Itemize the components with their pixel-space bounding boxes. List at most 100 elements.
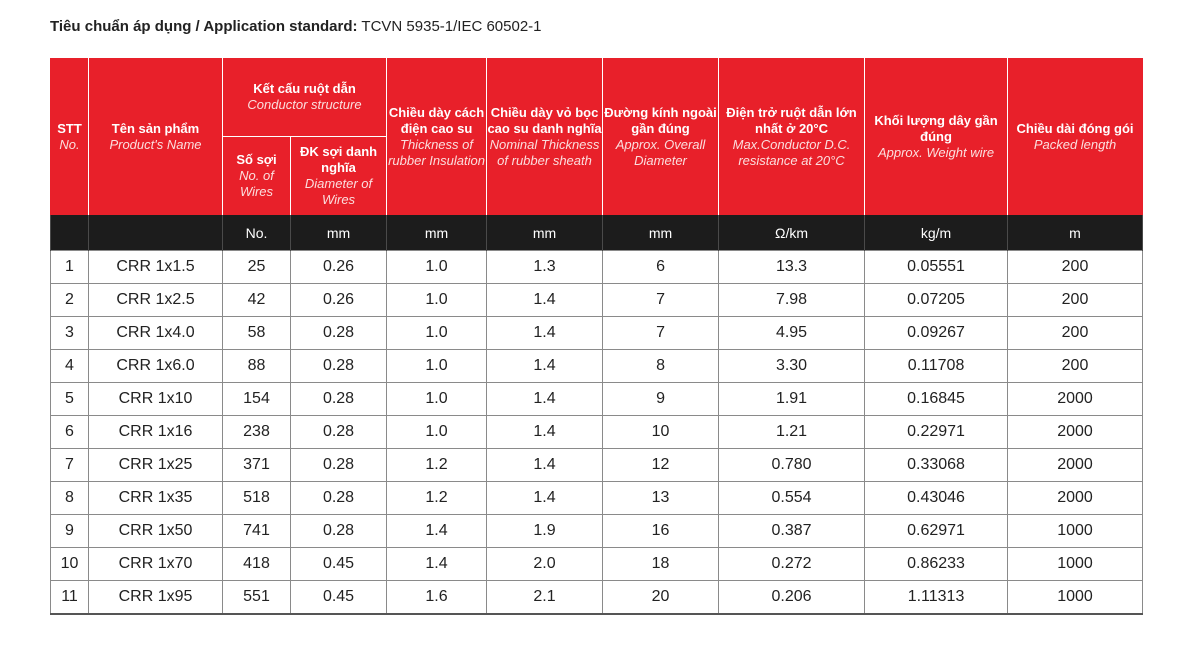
table-cell: CRR 1x70	[88, 547, 223, 581]
table-cell: 58	[222, 316, 291, 350]
table-cell: CRR 1x25	[88, 448, 223, 482]
table-cell: 0.07205	[864, 283, 1009, 317]
table-cell: 0.45	[289, 547, 388, 581]
header-number-of-wires: Số sợi No. of Wires	[222, 136, 291, 215]
standard-label: Tiêu chuẩn áp dụng / Application standar…	[50, 18, 358, 35]
unit-cell: mm	[289, 215, 388, 251]
table-cell: CRR 1x35	[88, 481, 223, 515]
table-cell: 0.45	[289, 580, 388, 615]
table-cell: 6	[602, 250, 720, 284]
table-cell: 0.28	[289, 415, 388, 449]
table-cell: 1	[50, 250, 89, 284]
table-cell: 200	[1007, 316, 1144, 350]
table-row: 4 CRR 1x6.0 88 0.28 1.0 1.4 8 3.30 0.11708 200	[50, 349, 1144, 383]
table-cell: 741	[222, 514, 291, 548]
table-cell: 10	[602, 415, 720, 449]
table-cell: 1.4	[486, 349, 604, 383]
cable-spec-table: STT No. Tên sản phẩm Product's Name Kết cấ…	[50, 58, 1144, 615]
unit-cell: kg/m	[864, 215, 1009, 251]
table-cell: 551	[222, 580, 291, 615]
table-cell: 1.4	[486, 415, 604, 449]
table-cell: 0.26	[289, 250, 388, 284]
table-cell: 0.272	[718, 547, 866, 581]
table-row: 5 CRR 1x10 154 0.28 1.0 1.4 9 1.91 0.16845 2000	[50, 382, 1144, 416]
header-conductor-structure: Kết cấu ruột dẫn Conductor structure	[221, 58, 388, 137]
table-cell: 0.26	[289, 283, 388, 317]
table-cell: 1.4	[486, 448, 604, 482]
table-body: 1 CRR 1x1.5 25 0.26 1.0 1.3 6 13.3 0.05551 200 2 CR…	[50, 250, 1144, 615]
table-cell: 5	[50, 382, 89, 416]
unit-cell: mm	[602, 215, 720, 251]
table-cell: 6	[50, 415, 89, 449]
header-product-name: Tên sản phẩm Product's Name	[88, 58, 223, 215]
table-cell: 1.6	[386, 580, 488, 615]
table-cell: 4.95	[718, 316, 866, 350]
table-cell: 0.28	[289, 514, 388, 548]
table-cell: 1.0	[386, 283, 488, 317]
table-cell: 418	[222, 547, 291, 581]
unit-cell	[88, 215, 223, 251]
header-weight: Khối lượng dây gần đúng Approx. Weight wi…	[864, 58, 1009, 215]
table-cell: 7	[602, 316, 720, 350]
table-cell: 200	[1007, 250, 1144, 284]
table-cell: 0.43046	[864, 481, 1009, 515]
table-cell: 0.16845	[864, 382, 1009, 416]
table-cell: 88	[222, 349, 291, 383]
table-cell: 1.21	[718, 415, 866, 449]
table-cell: 0.09267	[864, 316, 1009, 350]
table-cell: 2000	[1007, 415, 1144, 449]
table-cell: 1000	[1007, 514, 1144, 548]
table-cell: 9	[602, 382, 720, 416]
table-cell: 518	[222, 481, 291, 515]
header-packed-length: Chiều dài đóng gói Packed length	[1007, 58, 1144, 215]
table-row: 7 CRR 1x25 371 0.28 1.2 1.4 12 0.780 0.33068 2000	[50, 448, 1144, 482]
table-cell: 200	[1007, 283, 1144, 317]
table-cell: 0.05551	[864, 250, 1009, 284]
unit-cell	[50, 215, 89, 251]
table-cell: 16	[602, 514, 720, 548]
header-overall-diameter: Đường kính ngoài gần đúng Approx. Overall…	[602, 58, 720, 215]
table-cell: 0.28	[289, 448, 388, 482]
header-stt: STT No.	[50, 58, 89, 215]
table-cell: 1.3	[486, 250, 604, 284]
table-cell: 0.206	[718, 580, 866, 615]
table-cell: 2.1	[486, 580, 604, 615]
table-cell: CRR 1x6.0	[88, 349, 223, 383]
table-row: 10 CRR 1x70 418 0.45 1.4 2.0 18 0.272 0.86233 100…	[50, 547, 1144, 581]
table-cell: CRR 1x1.5	[88, 250, 223, 284]
table-cell: 11	[50, 580, 89, 615]
table-cell: 1.0	[386, 316, 488, 350]
table-cell: 1.0	[386, 382, 488, 416]
unit-cell: mm	[386, 215, 488, 251]
table-cell: 18	[602, 547, 720, 581]
table-cell: 0.780	[718, 448, 866, 482]
table-cell: 1.4	[386, 547, 488, 581]
table-cell: 3.30	[718, 349, 866, 383]
table-cell: CRR 1x10	[88, 382, 223, 416]
standard-value: TCVN 5935-1/IEC 60502-1	[361, 18, 542, 35]
header-resistance: Điện trở ruột dẫn lớn nhất ở 20°C Max.Con…	[718, 58, 866, 215]
table-row: 3 CRR 1x4.0 58 0.28 1.0 1.4 7 4.95 0.09267 200	[50, 316, 1144, 350]
table-cell: 7	[50, 448, 89, 482]
table-cell: 1.4	[486, 481, 604, 515]
table-cell: CRR 1x4.0	[88, 316, 223, 350]
table-row: 1 CRR 1x1.5 25 0.26 1.0 1.3 6 13.3 0.05551 200	[50, 250, 1144, 284]
table-cell: 2000	[1007, 382, 1144, 416]
unit-cell: mm	[486, 215, 604, 251]
table-cell: 1.2	[386, 448, 488, 482]
table-cell: 1.11313	[864, 580, 1009, 615]
table-cell: 0.28	[289, 481, 388, 515]
units-row: No. mm mm mm mm Ω/km kg/m m	[50, 215, 1144, 251]
table-cell: 12	[602, 448, 720, 482]
table-row: 6 CRR 1x16 238 0.28 1.0 1.4 10 1.21 0.22971 2000	[50, 415, 1144, 449]
table-cell: 0.28	[289, 349, 388, 383]
table-cell: 10	[50, 547, 89, 581]
table-cell: 1.4	[486, 316, 604, 350]
header-sheath-thickness: Chiều dày vỏ bọc cao su danh nghĩa Nomina…	[486, 58, 604, 215]
table-cell: 0.554	[718, 481, 866, 515]
table-cell: 1.2	[386, 481, 488, 515]
table-cell: 8	[602, 349, 720, 383]
unit-cell: Ω/km	[718, 215, 866, 251]
table-cell: 20	[602, 580, 720, 615]
table-cell: 0.11708	[864, 349, 1009, 383]
